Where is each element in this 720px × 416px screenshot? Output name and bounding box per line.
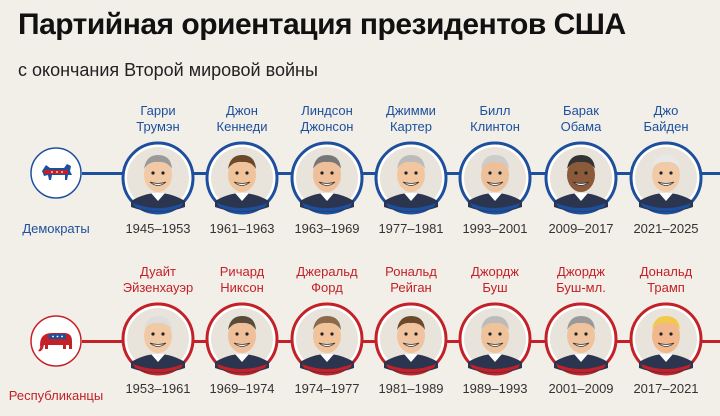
- donkey-icon: [30, 147, 82, 199]
- president-name-line1: Дуайт: [140, 264, 176, 279]
- elephant-icon: [30, 315, 82, 367]
- president-years: 1981–1989: [378, 381, 444, 396]
- president-portrait: [544, 302, 618, 376]
- president-portrait: [458, 141, 532, 215]
- president-name: Линдсон Джонсон: [285, 103, 369, 137]
- president-years: 1961–1963: [209, 221, 275, 236]
- president-name-line2: Байден: [643, 119, 689, 134]
- president-name: Билл Клинтон: [453, 103, 537, 137]
- president-portrait: [458, 302, 532, 376]
- president-name: Барак Обама: [539, 103, 623, 137]
- president-portrait: [629, 302, 703, 376]
- president-portrait: [121, 302, 195, 376]
- president-name: Джеральд Форд: [285, 264, 369, 298]
- president-name-line1: Гарри: [140, 103, 176, 118]
- president-name: Гарри Трумэн: [116, 103, 200, 137]
- president-name-line1: Джо: [653, 103, 679, 118]
- president-name-line2: Никсон: [220, 280, 264, 295]
- president-portrait: [629, 141, 703, 215]
- president-name: Рональд Рейган: [369, 264, 453, 298]
- president-portrait: [205, 141, 279, 215]
- president-name: Джимми Картер: [369, 103, 453, 137]
- president-portrait: [205, 302, 279, 376]
- president-portrait: [374, 302, 448, 376]
- president-name-line2: Форд: [311, 280, 343, 295]
- president-name-line1: Джордж: [557, 264, 605, 279]
- republicans-label: Республиканцы: [8, 388, 104, 403]
- president-name: Джордж Буш: [453, 264, 537, 298]
- president-years: 2009–2017: [548, 221, 614, 236]
- page-subtitle: с окончания Второй мировой войны: [18, 60, 318, 80]
- president-name-line1: Джордж: [471, 264, 519, 279]
- president-name-line2: Трамп: [647, 280, 685, 295]
- president-name: Джо Байден: [624, 103, 708, 137]
- president-name-line1: Джимми: [386, 103, 436, 118]
- president-name-line1: Линдсон: [301, 103, 353, 118]
- president-years: 1945–1953: [125, 221, 191, 236]
- president-years: 1969–1974: [209, 381, 275, 396]
- president-years: 2017–2021: [633, 381, 699, 396]
- president-years: 2001–2009: [548, 381, 614, 396]
- president-name-line2: Клинтон: [470, 119, 520, 134]
- president-name-line1: Дональд: [639, 264, 693, 279]
- president-name: Джон Кеннеди: [200, 103, 284, 137]
- president-portrait: [290, 141, 364, 215]
- president-name-line1: Рональд: [385, 264, 437, 279]
- president-years: 1974–1977: [294, 381, 360, 396]
- president-name-line1: Билл: [479, 103, 511, 118]
- president-name-line2: Кеннеди: [216, 119, 268, 134]
- president-name: Джордж Буш-мл.: [539, 264, 623, 298]
- president-name-line2: Обама: [560, 119, 602, 134]
- president-name-line1: Джон: [226, 103, 258, 118]
- president-name-line2: Эйзенхауэр: [122, 280, 194, 295]
- democrats-label: Демократы: [22, 221, 90, 236]
- president-name-line2: Джонсон: [300, 119, 354, 134]
- president-portrait: [290, 302, 364, 376]
- president-years: 1989–1993: [462, 381, 528, 396]
- president-years: 1977–1981: [378, 221, 444, 236]
- president-name-line2: Рейган: [390, 280, 432, 295]
- president-name-line2: Буш-мл.: [556, 280, 606, 295]
- president-name: Дуайт Эйзенхауэр: [116, 264, 200, 298]
- president-years: 1993–2001: [462, 221, 528, 236]
- president-name-line2: Трумэн: [136, 119, 180, 134]
- president-name: Дональд Трамп: [624, 264, 708, 298]
- page-title: Партийная ориентация президентов США: [18, 8, 626, 41]
- president-years: 1963–1969: [294, 221, 360, 236]
- president-years: 2021–2025: [633, 221, 699, 236]
- president-years: 1953–1961: [125, 381, 191, 396]
- president-name-line2: Картер: [389, 119, 432, 134]
- president-portrait: [121, 141, 195, 215]
- president-name-line2: Буш: [482, 280, 508, 295]
- president-name-line1: Джеральд: [296, 264, 358, 279]
- president-name: Ричард Никсон: [200, 264, 284, 298]
- president-portrait: [374, 141, 448, 215]
- president-name-line1: Ричард: [219, 264, 265, 279]
- president-name-line1: Барак: [563, 103, 599, 118]
- president-portrait: [544, 141, 618, 215]
